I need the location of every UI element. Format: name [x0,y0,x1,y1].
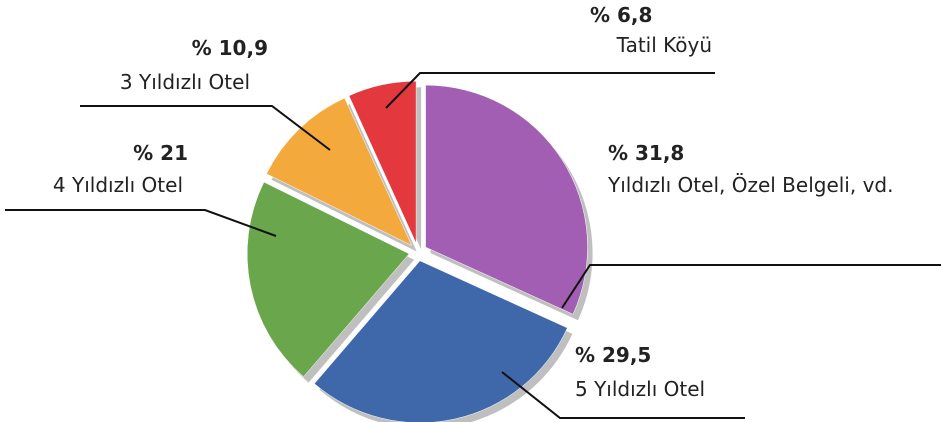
leader-line [80,105,331,151]
leader-line [5,209,277,237]
category-label: Yıldızlı Otel, Özel Belgeli, vd. [607,173,893,197]
category-label: 3 Yıldızlı Otel [120,70,250,94]
slice [266,97,413,247]
category-label: 5 Yıldızlı Otel [575,377,705,401]
leader-line [501,371,745,419]
leader-line [561,264,941,309]
value-label: % 21 [133,141,188,165]
category-label: Tatil Köyü [616,33,712,57]
category-label: 4 Yıldızlı Otel [53,173,183,197]
value-label: % 31,8 [608,141,684,165]
slice [313,260,568,422]
leader-line [385,72,715,109]
value-label: % 6,8 [590,3,652,27]
value-label: % 10,9 [192,36,268,60]
slice [348,80,417,244]
slice [246,181,410,378]
value-label: % 29,5 [575,343,651,367]
slice [425,84,588,315]
